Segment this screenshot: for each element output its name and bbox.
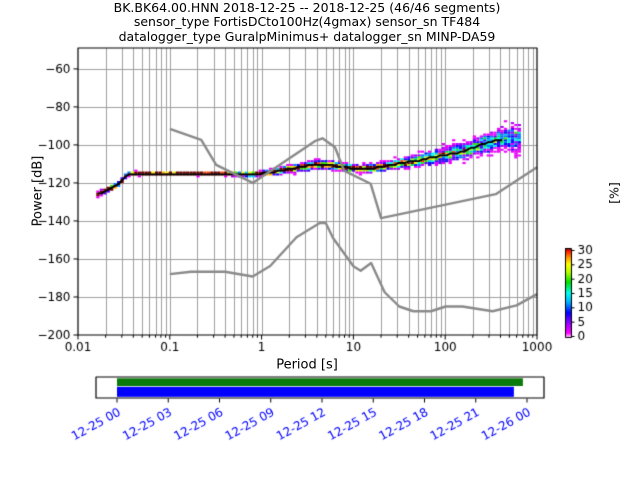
colorbar-label: [%] — [606, 182, 622, 204]
figure-title-block: BK.BK64.00.HNN 2018-12-25 -- 2018-12-25 … — [77, 0, 537, 44]
figure-title: BK.BK64.00.HNN 2018-12-25 -- 2018-12-25 … — [113, 0, 501, 15]
y-axis-label: Power [dB] — [30, 155, 46, 227]
x-axis-label: Period [s] — [276, 357, 338, 373]
figure-subtitle-datalogger: datalogger_type GuralpMinimus+ datalogge… — [118, 28, 496, 44]
figure-subtitle-sensor: sensor_type FortisDCto100Hz(4gmax) senso… — [133, 14, 481, 30]
